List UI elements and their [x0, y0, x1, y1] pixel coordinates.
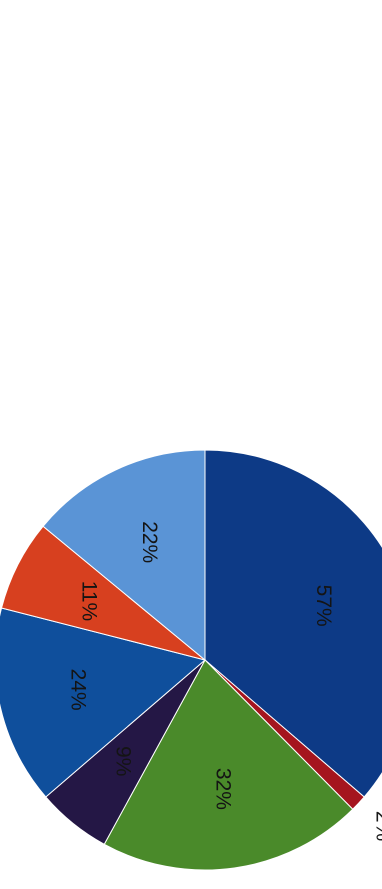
slice-journaux-magazine: [0, 607, 207, 798]
data-label: 24%: [67, 669, 90, 711]
data-label: 2%: [372, 811, 382, 841]
data-label: 32%: [212, 768, 235, 810]
slice-refus-de-tri: [42, 449, 206, 662]
data-label: 11%: [77, 581, 100, 621]
data-label: 22%: [138, 521, 161, 563]
data-label: 9%: [112, 746, 135, 776]
slice-carton-emballage: [103, 659, 354, 871]
data-label: 57%: [312, 585, 335, 627]
slice-verre: [204, 449, 382, 798]
